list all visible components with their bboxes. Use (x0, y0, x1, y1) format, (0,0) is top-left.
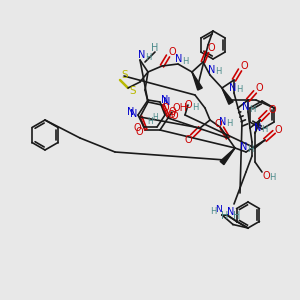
Text: H: H (147, 118, 153, 127)
Text: O: O (167, 110, 175, 120)
Text: O: O (262, 171, 270, 181)
Text: O: O (255, 83, 263, 93)
Text: N: N (254, 123, 262, 133)
Polygon shape (222, 88, 233, 104)
Text: N: N (161, 95, 169, 105)
Text: S: S (130, 86, 136, 96)
Text: O: O (135, 127, 143, 137)
Text: N: N (163, 97, 171, 107)
Text: O: O (161, 103, 169, 113)
Text: O: O (184, 135, 192, 145)
Polygon shape (220, 148, 235, 165)
Text: N: N (229, 83, 237, 93)
Text: N: N (127, 107, 135, 117)
Text: O: O (214, 119, 222, 129)
Text: O: O (133, 123, 141, 133)
Text: H: H (249, 104, 255, 113)
Text: H: H (233, 211, 241, 221)
Text: H: H (221, 211, 229, 221)
Text: H: H (152, 113, 158, 122)
Text: N: N (138, 50, 146, 60)
Text: O: O (184, 100, 192, 110)
Text: N: N (227, 207, 235, 217)
Text: N: N (240, 142, 248, 152)
Text: N: N (130, 109, 138, 119)
Text: O: O (168, 47, 176, 57)
Polygon shape (192, 72, 202, 90)
Text: H: H (226, 119, 232, 128)
Text: O: O (207, 43, 215, 53)
Text: H: H (192, 103, 198, 112)
Text: H: H (215, 68, 221, 76)
Text: H: H (151, 43, 159, 53)
Text: H: H (261, 125, 267, 134)
Text: H: H (247, 145, 253, 154)
Text: H: H (145, 52, 151, 62)
Text: O: O (168, 107, 176, 117)
Text: H: H (269, 173, 275, 182)
Text: N: N (208, 65, 216, 75)
Text: H: H (236, 85, 242, 94)
Text: N: N (175, 54, 183, 64)
Text: N: N (214, 206, 221, 214)
Text: H: H (210, 208, 216, 217)
Text: O: O (268, 105, 276, 115)
Text: OH: OH (172, 103, 188, 113)
Text: N: N (242, 102, 250, 112)
Text: N: N (219, 117, 227, 127)
Text: O: O (274, 125, 282, 135)
Text: O: O (170, 111, 178, 121)
Text: O: O (240, 61, 248, 71)
Text: S: S (122, 70, 128, 80)
Text: H: H (182, 56, 188, 65)
